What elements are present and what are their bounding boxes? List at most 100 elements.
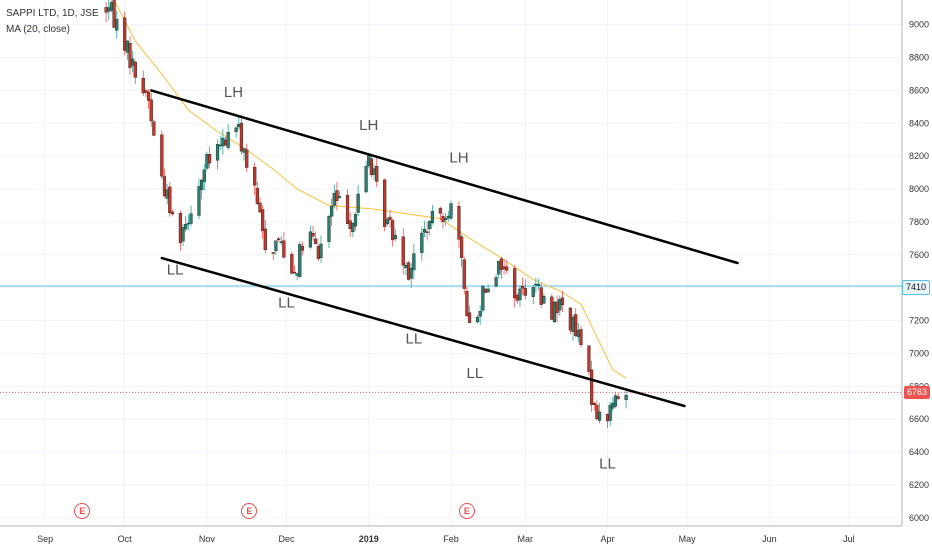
time-tick-label: Dec	[279, 534, 296, 544]
candle-up	[393, 235, 397, 239]
candle-up	[319, 243, 323, 258]
lower-low-label: LL	[599, 455, 616, 472]
candle-up	[597, 411, 602, 421]
earnings-event-badge[interactable]: E	[241, 503, 258, 519]
price-tick-label: 6200	[909, 480, 929, 490]
candle-down	[300, 246, 305, 251]
candle-up	[234, 127, 238, 133]
trendlines[interactable]	[149, 89, 739, 408]
price-axis-bg[interactable]	[902, 0, 932, 550]
candle-down	[462, 259, 466, 289]
candle-up	[542, 296, 546, 304]
time-tick-label: Jul	[843, 534, 855, 544]
candle-down	[505, 266, 509, 271]
candle-down	[579, 329, 583, 345]
candle-up	[449, 203, 453, 219]
earnings-event-badge[interactable]: E	[74, 503, 91, 519]
candle-up	[221, 137, 225, 147]
candle-down	[239, 122, 244, 152]
candle-down	[144, 90, 148, 93]
lower-low-label: LL	[467, 365, 484, 382]
candle-down	[316, 246, 320, 259]
candle-down	[223, 139, 228, 146]
candle-down	[348, 220, 352, 230]
candle-down	[523, 288, 527, 296]
candle-up	[536, 284, 541, 286]
price-label-7410: 7410	[902, 279, 930, 295]
price-tick-label: 6000	[909, 513, 929, 523]
lower-high-label: LH	[449, 150, 468, 167]
candle-up	[125, 40, 129, 53]
time-tick-label: Apr	[601, 534, 615, 544]
candle-down	[425, 231, 429, 233]
candle-up	[372, 168, 376, 175]
price-tick-label: 7200	[909, 316, 929, 326]
candle-up	[237, 124, 241, 128]
candle-down	[560, 297, 565, 305]
candle-down	[263, 228, 267, 250]
candle-up	[274, 240, 278, 252]
candle-down	[391, 220, 395, 241]
candle-up	[165, 189, 169, 199]
candle-down	[112, 0, 116, 28]
last-price-label: 6763	[904, 385, 930, 399]
candle-down	[568, 307, 572, 331]
candle-up	[226, 131, 230, 148]
lower-high-label: LH	[359, 117, 378, 134]
candle-down	[128, 43, 132, 68]
candle-up	[332, 193, 336, 206]
candle-up	[422, 228, 427, 233]
candle-up	[115, 19, 119, 31]
ma-line-group	[113, 0, 627, 379]
candle-down	[258, 202, 262, 213]
indicator-legend[interactable]: MA (20, close)	[6, 24, 70, 35]
candle-down	[550, 296, 554, 320]
candle-up	[242, 148, 246, 153]
grid-lines	[0, 0, 902, 526]
candle-down	[170, 211, 175, 215]
candle-up	[409, 268, 413, 279]
candle-up	[351, 223, 355, 233]
candle-down	[438, 208, 442, 214]
candle-down	[388, 216, 392, 221]
lower-low-label: LL	[167, 262, 184, 279]
candle-down	[282, 240, 286, 258]
candle-down	[207, 154, 212, 164]
candle-down	[460, 236, 464, 258]
candle-down	[290, 253, 294, 274]
candle-down	[555, 301, 559, 314]
time-tick-label: Jun	[762, 534, 777, 544]
time-tick-label: 2019	[359, 534, 379, 544]
candle-up	[428, 221, 432, 229]
time-tick-label: May	[679, 534, 697, 544]
candle-down	[261, 209, 265, 231]
candle-down	[605, 413, 610, 422]
upper-channel-trendline[interactable]	[149, 89, 739, 265]
candle-down	[311, 233, 315, 237]
price-tick-label: 8800	[909, 53, 929, 63]
candle-down	[521, 286, 525, 289]
candle-down	[292, 271, 297, 274]
candle-up	[576, 330, 580, 337]
price-tick-label: 8400	[909, 118, 929, 128]
candle-up	[337, 196, 342, 199]
candle-up	[486, 288, 490, 293]
candle-up	[184, 224, 188, 230]
candle-down	[152, 121, 156, 136]
price-tick-label: 7800	[909, 217, 929, 227]
candle-down	[616, 396, 620, 399]
lower-channel-trendline[interactable]	[160, 256, 686, 408]
candle-down	[146, 91, 151, 101]
candle-up	[624, 394, 628, 400]
candle-up	[481, 286, 485, 311]
candle-up	[552, 302, 557, 323]
candle-up	[404, 265, 408, 269]
time-tick-label: Oct	[118, 534, 133, 544]
time-axis[interactable]: Sep Oct Nov Dec 2019 Feb Mar Apr May Jun Jul	[37, 534, 855, 544]
earnings-event-badge[interactable]: E	[458, 503, 475, 519]
candle-down	[574, 314, 578, 336]
horizontal-price-lines	[0, 285, 902, 393]
candle-up	[518, 288, 522, 301]
